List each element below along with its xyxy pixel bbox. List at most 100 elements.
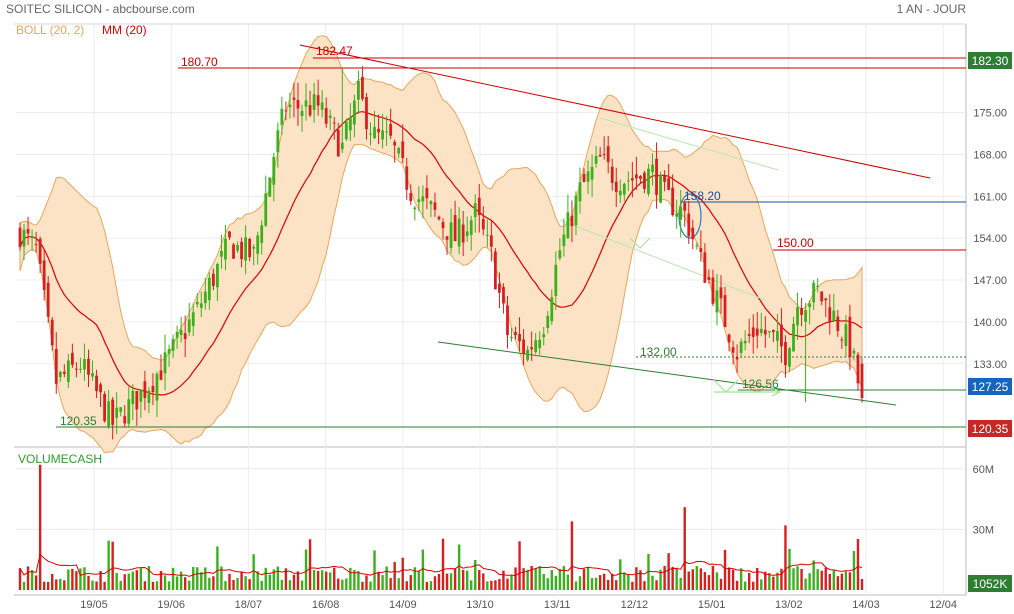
period-label[interactable]: 1 AN - JOUR xyxy=(896,2,966,16)
volume-bar xyxy=(772,576,775,590)
candle xyxy=(800,297,803,327)
candle-body xyxy=(179,329,183,335)
candle-body xyxy=(272,157,276,185)
volume-bar xyxy=(687,571,690,590)
candle-body xyxy=(481,219,485,230)
candle-body xyxy=(840,339,844,341)
candle-body xyxy=(763,329,767,335)
candle xyxy=(42,248,46,301)
candle-body xyxy=(276,130,280,153)
volume-bar xyxy=(329,572,332,590)
volume-bar xyxy=(421,549,425,590)
candle xyxy=(691,219,695,250)
volume-bar xyxy=(260,580,263,590)
candle-body xyxy=(393,141,397,146)
candle xyxy=(224,224,227,271)
candle-body xyxy=(570,215,574,227)
candle-body xyxy=(183,333,187,340)
volume-bar xyxy=(602,573,606,590)
candle-body xyxy=(465,231,469,237)
y-tick-label: 140.00 xyxy=(973,317,1007,329)
candle-body xyxy=(361,76,364,100)
candle xyxy=(699,230,703,262)
candle xyxy=(159,354,163,381)
candle xyxy=(320,90,324,118)
volume-bar xyxy=(465,570,469,590)
candle xyxy=(46,276,50,323)
candle-body xyxy=(296,100,300,109)
candle-body xyxy=(566,212,570,239)
candle-body xyxy=(590,166,594,180)
candle-body xyxy=(365,97,368,130)
candle xyxy=(848,304,852,370)
candle xyxy=(373,110,376,140)
candle-body xyxy=(385,131,389,133)
candle-body xyxy=(236,245,239,251)
candle-body xyxy=(477,197,481,216)
volume-bar xyxy=(34,575,38,590)
candle xyxy=(808,300,812,325)
candle xyxy=(687,201,691,244)
candle-body xyxy=(449,222,453,248)
candle xyxy=(79,357,82,374)
candle-body xyxy=(34,244,38,246)
candle-body xyxy=(135,390,139,410)
volume-bar xyxy=(42,581,46,590)
candle xyxy=(751,314,755,354)
volume-bar xyxy=(268,574,271,590)
volume-bar xyxy=(38,464,42,590)
candle-body xyxy=(151,385,155,393)
volume-bar xyxy=(67,569,70,590)
volume-tag-label: 1052K xyxy=(973,577,1008,591)
volume-bar xyxy=(804,578,807,590)
candle-body xyxy=(284,110,288,112)
volume-bar xyxy=(357,571,360,590)
volume-bar xyxy=(135,570,139,590)
volume-bar xyxy=(188,580,191,590)
candle xyxy=(171,334,175,359)
candle-body xyxy=(187,319,191,333)
volume-bar xyxy=(175,576,179,590)
x-tick-label: 12/12 xyxy=(621,599,649,611)
level-label: 182.47 xyxy=(316,44,353,58)
candle xyxy=(775,313,779,353)
volume-bar xyxy=(232,579,235,590)
volume-bar xyxy=(369,581,372,590)
volume-bar xyxy=(723,549,727,590)
volume-bar xyxy=(272,569,276,590)
chart-frame xyxy=(14,23,967,596)
candle-body xyxy=(417,199,421,203)
candle xyxy=(244,225,248,275)
candle-body xyxy=(369,133,372,135)
candle xyxy=(489,221,493,262)
volume-bar xyxy=(623,572,626,590)
volume-bar xyxy=(312,569,316,590)
candle xyxy=(409,184,413,206)
candle-body xyxy=(401,141,405,159)
candle-body xyxy=(804,310,807,322)
candle xyxy=(570,200,574,243)
volume-bar xyxy=(470,580,473,590)
candlesticks xyxy=(18,66,864,440)
candle-body xyxy=(348,117,352,131)
candle xyxy=(626,171,630,192)
volume-bar xyxy=(691,569,694,590)
candle xyxy=(784,335,787,378)
candle-body xyxy=(715,290,719,313)
candle-body xyxy=(91,373,94,377)
candle xyxy=(771,329,775,342)
candle xyxy=(453,200,457,242)
candle xyxy=(622,182,626,202)
candle xyxy=(276,122,280,168)
candle-body xyxy=(824,298,828,301)
volume-y-tick-label: 60M xyxy=(973,464,994,476)
candle xyxy=(574,191,578,235)
candle xyxy=(167,344,171,367)
candle-body xyxy=(554,264,558,296)
candle-body xyxy=(38,238,42,264)
candle xyxy=(578,167,582,214)
candle xyxy=(711,269,715,307)
candle-body xyxy=(50,319,54,346)
candle-body xyxy=(159,370,163,380)
candle xyxy=(336,122,340,157)
